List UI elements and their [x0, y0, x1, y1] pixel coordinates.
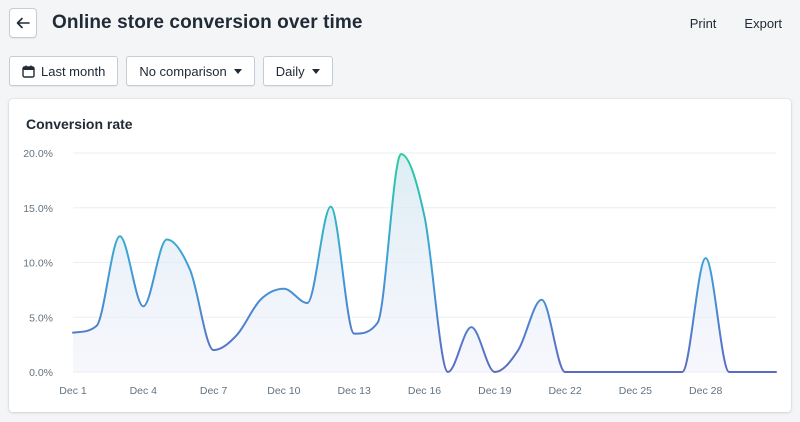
page-title: Online store conversion over time	[52, 12, 363, 33]
conversion-rate-chart: 0.0% 5.0% 10.0% 15.0% 20.0% Dec 1 Dec 4 Dec 7 De…	[23, 148, 779, 397]
x-tick-label: Dec 7	[200, 385, 228, 397]
interval-dropdown[interactable]: Daily	[262, 56, 333, 86]
series-area	[73, 154, 776, 372]
data-point	[609, 369, 615, 375]
y-tick-label: 5.0%	[29, 312, 53, 324]
interval-label: Daily	[275, 63, 305, 79]
data-point	[93, 323, 99, 329]
series-line	[72, 153, 777, 373]
y-tick-label: 0.0%	[29, 367, 53, 379]
y-tick-label: 15.0%	[23, 203, 53, 215]
x-tick-label: Dec 10	[267, 385, 300, 397]
data-point	[656, 369, 662, 375]
data-point	[234, 332, 240, 338]
x-tick-label: Dec 22	[548, 385, 581, 397]
x-tick-label: Dec 4	[130, 385, 158, 397]
header-actions: Print Export	[690, 16, 782, 31]
conversion-rate-card: Conversion rate 0.0% 5.0% 10.0% 15.0% 20.0% D…	[9, 99, 791, 412]
x-tick-label: Dec 28	[689, 385, 722, 397]
data-point	[117, 233, 123, 239]
data-point	[187, 267, 193, 273]
date-range-button[interactable]: Last month	[9, 56, 119, 86]
data-point	[562, 369, 568, 375]
data-point	[398, 151, 404, 157]
x-tick-label: Dec 16	[408, 385, 441, 397]
x-tick-label: Dec 25	[619, 385, 652, 397]
x-tick-label: Dec 13	[338, 385, 371, 397]
back-button[interactable]	[9, 8, 37, 38]
x-tick-label: Dec 19	[478, 385, 511, 397]
data-point	[211, 347, 217, 353]
data-point	[492, 369, 498, 375]
y-tick-label: 20.0%	[23, 148, 53, 160]
data-point	[257, 297, 263, 303]
y-tick-label: 10.0%	[23, 258, 53, 270]
data-point	[328, 204, 334, 210]
data-point	[351, 331, 357, 337]
data-point	[679, 369, 685, 375]
card-title: Conversion rate	[26, 116, 133, 132]
data-point	[281, 286, 287, 292]
data-point	[140, 303, 146, 309]
data-point	[515, 347, 521, 353]
data-point	[750, 369, 756, 375]
print-button[interactable]: Print	[689, 16, 717, 31]
data-point	[468, 324, 474, 330]
data-point	[375, 320, 381, 326]
comparison-label: No comparison	[139, 63, 227, 79]
export-button[interactable]: Export	[744, 16, 782, 31]
calendar-icon	[22, 65, 35, 78]
data-point	[422, 214, 428, 220]
caret-down-icon	[233, 68, 242, 74]
date-range-label: Last month	[41, 63, 106, 79]
caret-down-icon	[311, 68, 320, 74]
arrow-left-icon	[16, 17, 30, 29]
comparison-dropdown[interactable]: No comparison	[126, 56, 255, 86]
data-point	[773, 369, 779, 375]
data-point	[539, 297, 545, 303]
data-point	[445, 369, 451, 375]
x-tick-label: Dec 1	[59, 385, 87, 397]
data-point	[304, 300, 310, 306]
data-point	[703, 255, 709, 261]
data-point	[70, 330, 76, 336]
data-point	[164, 237, 170, 243]
filter-bar: Last month No comparison Daily	[9, 56, 341, 86]
data-point	[586, 369, 592, 375]
data-point	[726, 369, 732, 375]
data-point	[632, 369, 638, 375]
